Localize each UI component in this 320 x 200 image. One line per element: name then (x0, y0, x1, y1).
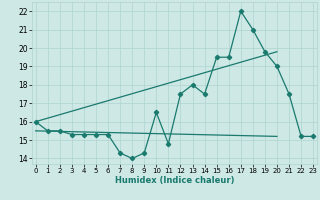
X-axis label: Humidex (Indice chaleur): Humidex (Indice chaleur) (115, 176, 234, 185)
